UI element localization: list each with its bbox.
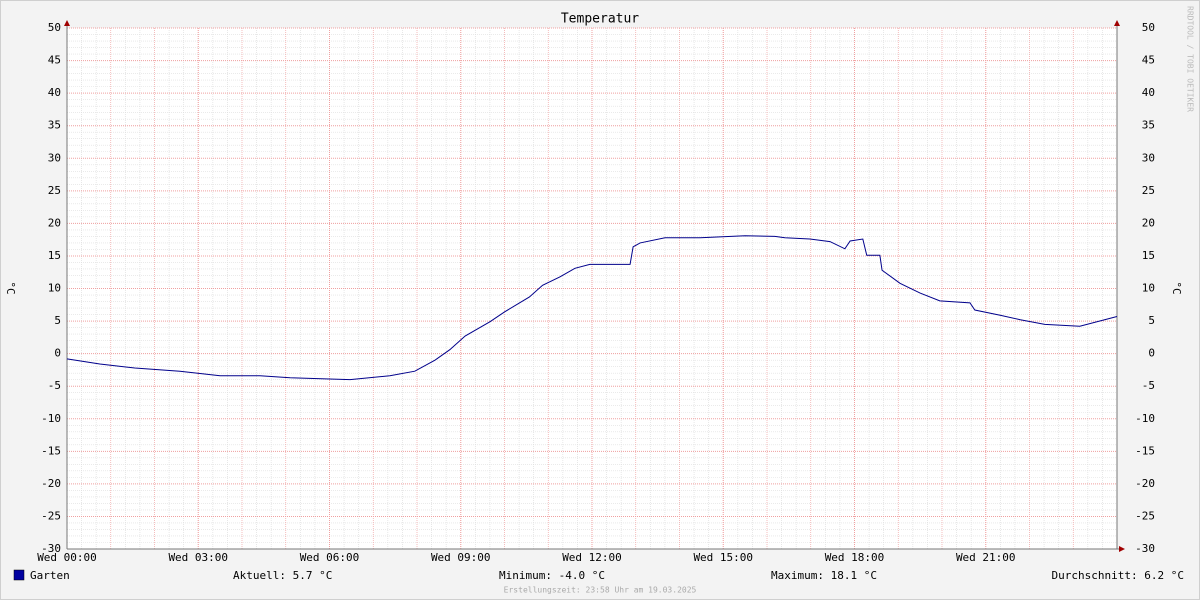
y-tick-label: -20 (41, 477, 61, 490)
footer: Erstellungszeit: 23:58 Uhr am 19.03.2025 (504, 586, 697, 595)
grid (66, 27, 1117, 550)
x-tick-label: Wed 03:00 (168, 551, 228, 564)
y2-tick-label: 20 (1142, 216, 1155, 229)
y2-tick-label: -10 (1135, 412, 1155, 425)
axis-arrow (1119, 546, 1125, 552)
legend-swatch (13, 569, 25, 581)
y2-tick-label: -5 (1142, 379, 1155, 392)
axis-arrow (64, 20, 70, 26)
y-tick-label: 50 (48, 21, 61, 34)
y-tick-label: 10 (48, 282, 61, 295)
y2-axis-label: °C (1170, 281, 1183, 294)
y2-tick-label: 5 (1148, 314, 1155, 327)
y2-tick-label: 25 (1142, 184, 1155, 197)
y-tick-label: 20 (48, 216, 61, 229)
axis-arrow (1114, 20, 1120, 26)
y-tick-label: 5 (54, 314, 61, 327)
y-axis-label: °C (4, 281, 17, 294)
y2-tick-label: 35 (1142, 119, 1155, 132)
x-tick-label: Wed 21:00 (956, 551, 1016, 564)
legend-entry: Garten (30, 569, 70, 582)
y-tick-label: -25 (41, 509, 61, 522)
y2-tick-label: 10 (1142, 282, 1155, 295)
y2-tick-label: 50 (1142, 21, 1155, 34)
y-tick-label: 35 (48, 119, 61, 132)
stat: Durchschnitt: 6.2 °C (1052, 569, 1184, 582)
x-tick-label: Wed 18:00 (825, 551, 885, 564)
y-tick-label: -5 (48, 379, 61, 392)
stat: Maximum: 18.1 °C (771, 569, 877, 582)
y2-tick-label: -15 (1135, 444, 1155, 457)
y-tick-label: -30 (41, 542, 61, 555)
y-tick-label: -15 (41, 444, 61, 457)
x-tick-label: Wed 06:00 (300, 551, 360, 564)
y2-tick-label: -20 (1135, 477, 1155, 490)
y-tick-label: 30 (48, 151, 61, 164)
x-tick-label: Wed 00:00 (37, 551, 97, 564)
y2-tick-label: 0 (1148, 347, 1155, 360)
x-tick-label: Wed 15:00 (693, 551, 753, 564)
stat: Aktuell: 5.7 °C (233, 569, 332, 582)
y2-tick-label: 30 (1142, 151, 1155, 164)
y2-tick-label: -30 (1135, 542, 1155, 555)
y-tick-label: 0 (54, 347, 61, 360)
y2-tick-label: -25 (1135, 509, 1155, 522)
y-tick-label: 15 (48, 249, 61, 262)
x-tick-label: Wed 09:00 (431, 551, 491, 564)
y2-tick-label: 15 (1142, 249, 1155, 262)
y-tick-label: 25 (48, 184, 61, 197)
line (66, 235, 1118, 381)
y-tick-label: 45 (48, 54, 61, 67)
x-tick-label: Wed 12:00 (562, 551, 622, 564)
y2-tick-label: 40 (1142, 86, 1155, 99)
y-tick-label: 40 (48, 86, 61, 99)
stat: Minimum: -4.0 °C (499, 569, 605, 582)
y2-tick-label: 45 (1142, 54, 1155, 67)
watermark: RRDTOOL / TOBI OETIKER (1186, 6, 1195, 112)
y-tick-label: -10 (41, 412, 61, 425)
chart-title: Temperatur (561, 12, 639, 27)
